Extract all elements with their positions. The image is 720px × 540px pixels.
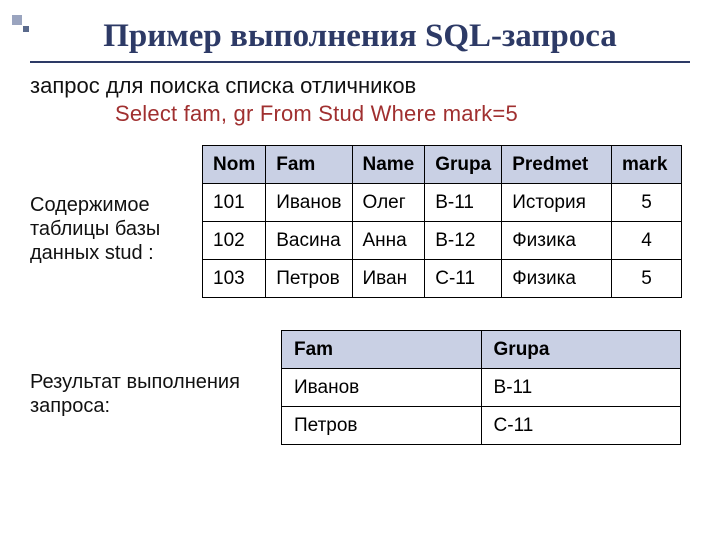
cell: Петров	[282, 407, 482, 445]
cell: 5	[612, 260, 682, 298]
source-table-row: Содержимое таблицы базы данных stud : No…	[30, 145, 690, 298]
cell: Анна	[352, 222, 425, 260]
col-fam: Fam	[266, 146, 352, 184]
cell: Физика	[502, 222, 612, 260]
table-row: Петров С-11	[282, 407, 681, 445]
title-rule	[30, 61, 690, 63]
source-table: Nom Fam Name Grupa Predmet mark 101 Иван…	[202, 145, 682, 298]
table-row: 102 Васина Анна В-12 Физика 4	[203, 222, 682, 260]
table-row: Иванов В-11	[282, 369, 681, 407]
cell: В-11	[425, 184, 502, 222]
source-table-label: Содержимое таблицы базы данных stud :	[30, 145, 190, 265]
cell: 5	[612, 184, 682, 222]
col-mark: mark	[612, 146, 682, 184]
table-header-row: Fam Grupa	[282, 331, 681, 369]
cell: История	[502, 184, 612, 222]
cell: Васина	[266, 222, 352, 260]
col-grupa: Grupa	[481, 331, 680, 369]
col-name: Name	[352, 146, 425, 184]
cell: 102	[203, 222, 266, 260]
cell: Петров	[266, 260, 352, 298]
cell: Иванов	[266, 184, 352, 222]
cell: Иванов	[282, 369, 482, 407]
col-grupa: Grupa	[425, 146, 502, 184]
cell: 101	[203, 184, 266, 222]
table-header-row: Nom Fam Name Grupa Predmet mark	[203, 146, 682, 184]
subtitle: запрос для поиска списка отличников	[30, 73, 690, 99]
cell: 103	[203, 260, 266, 298]
result-table-label: Результат выполнения запроса:	[30, 330, 265, 418]
cell: С-11	[425, 260, 502, 298]
slide-title: Пример выполнения SQL-запроса	[30, 18, 690, 55]
result-table: Fam Grupa Иванов В-11 Петров С-11	[281, 330, 681, 445]
cell: С-11	[481, 407, 680, 445]
col-predmet: Predmet	[502, 146, 612, 184]
cell: В-11	[481, 369, 680, 407]
cell: Иван	[352, 260, 425, 298]
col-fam: Fam	[282, 331, 482, 369]
cell: В-12	[425, 222, 502, 260]
cell: Олег	[352, 184, 425, 222]
table-row: 103 Петров Иван С-11 Физика 5	[203, 260, 682, 298]
cell: 4	[612, 222, 682, 260]
sql-query: Select fam, gr From Stud Where mark=5	[115, 101, 690, 127]
table-row: 101 Иванов Олег В-11 История 5	[203, 184, 682, 222]
cell: Физика	[502, 260, 612, 298]
col-nom: Nom	[203, 146, 266, 184]
result-table-row: Результат выполнения запроса: Fam Grupa …	[30, 330, 690, 445]
